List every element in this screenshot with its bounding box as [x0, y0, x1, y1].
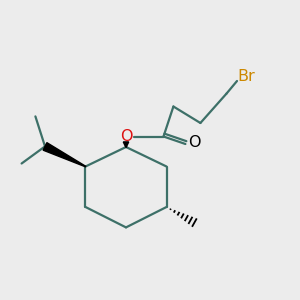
Polygon shape: [43, 142, 86, 167]
Text: O: O: [120, 129, 132, 144]
Text: O: O: [188, 135, 201, 150]
Polygon shape: [123, 142, 129, 147]
Text: Br: Br: [238, 69, 256, 84]
